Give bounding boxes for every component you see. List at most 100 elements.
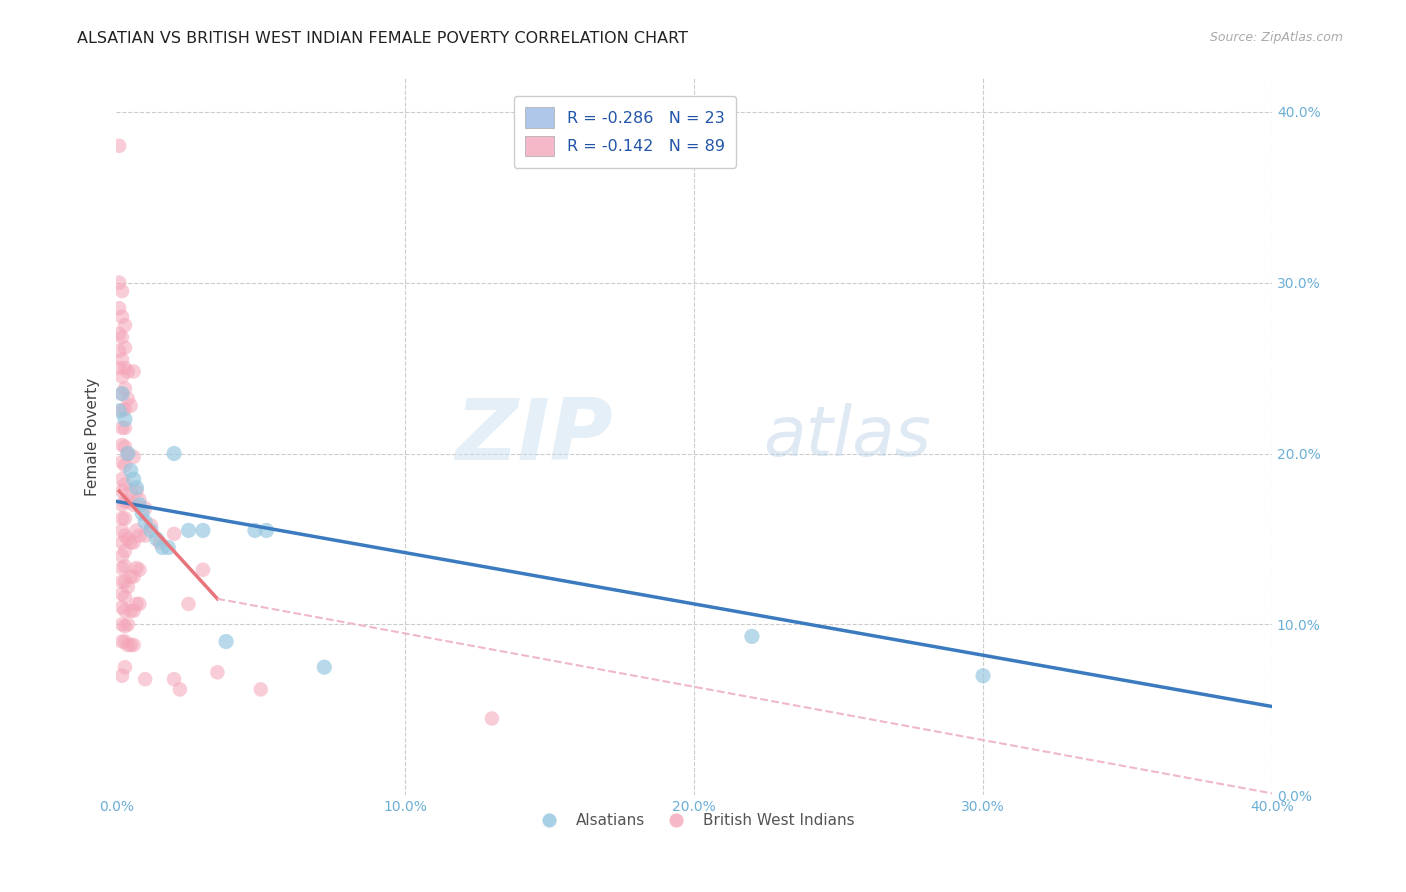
Point — [120, 569, 142, 583]
Point — [191, 524, 214, 538]
Point — [114, 412, 136, 426]
Point — [249, 682, 271, 697]
Point — [177, 524, 200, 538]
Point — [114, 634, 136, 648]
Point — [111, 455, 134, 469]
Point — [114, 494, 136, 508]
Point — [122, 450, 145, 464]
Point — [125, 524, 148, 538]
Y-axis label: Female Poverty: Female Poverty — [86, 377, 100, 496]
Point — [139, 524, 162, 538]
Point — [114, 590, 136, 604]
Point — [134, 501, 156, 516]
Point — [122, 364, 145, 378]
Point — [111, 472, 134, 486]
Point — [117, 364, 139, 378]
Point — [117, 446, 139, 460]
Point — [111, 561, 134, 575]
Point — [120, 399, 142, 413]
Point — [741, 629, 763, 643]
Point — [163, 672, 186, 686]
Point — [120, 464, 142, 478]
Point — [481, 711, 503, 725]
Point — [111, 498, 134, 512]
Point — [128, 492, 150, 507]
Point — [114, 402, 136, 417]
Point — [114, 574, 136, 589]
Point — [114, 477, 136, 491]
Point — [111, 617, 134, 632]
Point — [122, 638, 145, 652]
Point — [191, 563, 214, 577]
Point — [125, 481, 148, 495]
Point — [120, 604, 142, 618]
Point — [117, 392, 139, 406]
Point — [131, 506, 153, 520]
Point — [111, 669, 134, 683]
Point — [207, 665, 229, 680]
Point — [114, 318, 136, 333]
Point — [114, 382, 136, 396]
Point — [111, 386, 134, 401]
Point — [114, 544, 136, 558]
Legend: Alsatians, British West Indians: Alsatians, British West Indians — [527, 807, 860, 834]
Point — [134, 515, 156, 529]
Point — [111, 535, 134, 549]
Point — [122, 498, 145, 512]
Point — [111, 310, 134, 324]
Point — [108, 276, 131, 290]
Point — [972, 669, 994, 683]
Point — [117, 638, 139, 652]
Point — [117, 617, 139, 632]
Point — [120, 535, 142, 549]
Point — [114, 511, 136, 525]
Point — [108, 361, 131, 376]
Point — [114, 604, 136, 618]
Point — [128, 563, 150, 577]
Point — [163, 526, 186, 541]
Point — [243, 524, 266, 538]
Point — [114, 421, 136, 435]
Point — [169, 682, 191, 697]
Point — [111, 421, 134, 435]
Point — [108, 301, 131, 316]
Point — [163, 446, 186, 460]
Text: atlas: atlas — [763, 403, 931, 470]
Point — [157, 541, 180, 555]
Point — [117, 446, 139, 460]
Point — [117, 494, 139, 508]
Point — [114, 619, 136, 633]
Point — [139, 518, 162, 533]
Point — [108, 138, 131, 153]
Point — [111, 369, 134, 384]
Point — [149, 535, 172, 549]
Point — [111, 330, 134, 344]
Point — [215, 634, 238, 648]
Point — [128, 597, 150, 611]
Point — [128, 498, 150, 512]
Point — [111, 484, 134, 499]
Point — [125, 484, 148, 499]
Point — [108, 326, 131, 341]
Point — [114, 440, 136, 454]
Point — [114, 458, 136, 473]
Point — [122, 472, 145, 486]
Point — [122, 604, 145, 618]
Point — [114, 341, 136, 355]
Point — [145, 532, 167, 546]
Point — [128, 528, 150, 542]
Point — [114, 559, 136, 574]
Point — [122, 535, 145, 549]
Point — [117, 532, 139, 546]
Point — [111, 549, 134, 563]
Point — [114, 660, 136, 674]
Point — [111, 386, 134, 401]
Point — [114, 528, 136, 542]
Point — [108, 404, 131, 418]
Point — [111, 574, 134, 589]
Point — [314, 660, 336, 674]
Point — [177, 597, 200, 611]
Point — [111, 587, 134, 601]
Point — [111, 600, 134, 615]
Point — [120, 484, 142, 499]
